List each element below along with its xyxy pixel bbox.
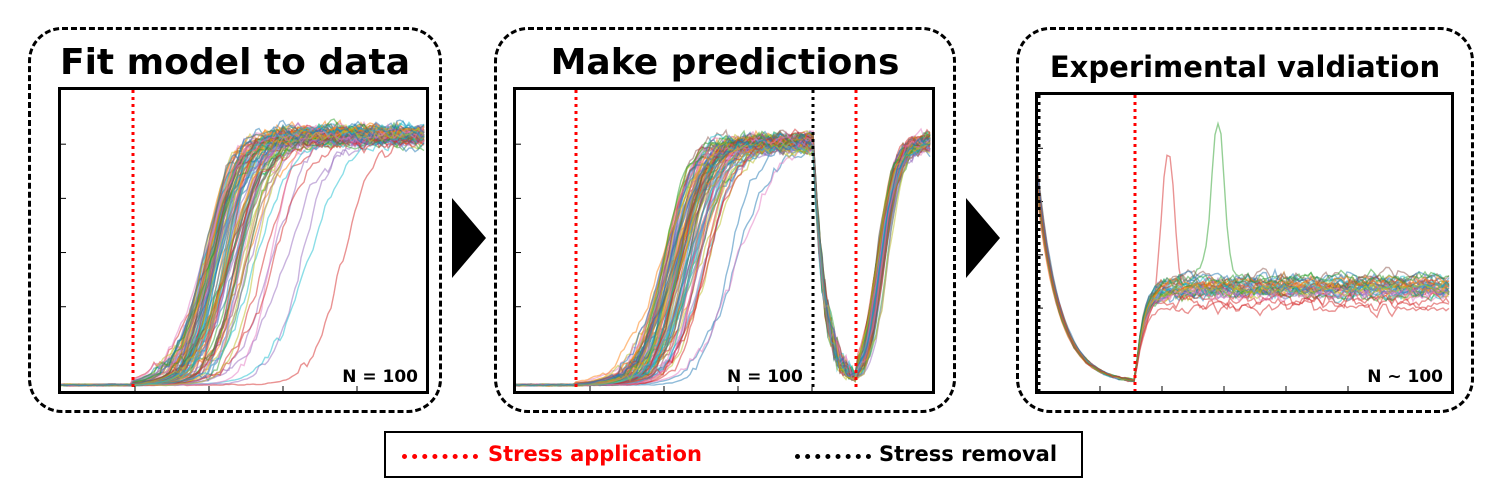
n-label-experimental-validation: N ~ 100	[1367, 367, 1443, 387]
trace-line	[516, 130, 931, 387]
legend-label-stress-removal: Stress removal	[879, 442, 1058, 466]
trace-line	[1038, 120, 1450, 382]
trace-line	[516, 137, 931, 387]
panel-experimental-validation: Experimental valdiation N ~ 100	[1016, 27, 1474, 413]
traces-make-predictions	[516, 90, 931, 391]
trace-line	[1038, 154, 1450, 383]
traces-experimental-validation	[1038, 95, 1450, 391]
legend: Stress application Stress removal	[384, 431, 1083, 478]
panel-make-predictions: Make predictions N = 100	[494, 27, 956, 413]
plot-fit-model: N = 100	[58, 87, 429, 394]
panel-title-experimental-validation: Experimental valdiation	[1049, 50, 1441, 84]
trace-line	[516, 132, 931, 387]
panel-title-fit-model: Fit model to data	[59, 42, 410, 83]
n-label-make-predictions: N = 100	[727, 367, 803, 387]
trace-line	[1038, 189, 1450, 383]
trace-line	[1038, 189, 1450, 382]
right-arrow-icon	[452, 198, 486, 278]
n-label-fit-model: N = 100	[342, 367, 418, 387]
right-arrow-icon	[966, 198, 1000, 278]
legend-label-stress-application: Stress application	[488, 442, 702, 466]
legend-swatch-stress-application	[402, 454, 478, 459]
plot-make-predictions: N = 100	[513, 87, 935, 394]
legend-swatch-stress-removal	[795, 454, 871, 459]
traces-fit-model	[61, 90, 425, 391]
plot-experimental-validation: N ~ 100	[1035, 92, 1454, 394]
panel-title-make-predictions: Make predictions	[550, 42, 900, 83]
trace-line	[61, 119, 425, 387]
panel-fit-model: Fit model to data N = 100	[28, 27, 442, 413]
